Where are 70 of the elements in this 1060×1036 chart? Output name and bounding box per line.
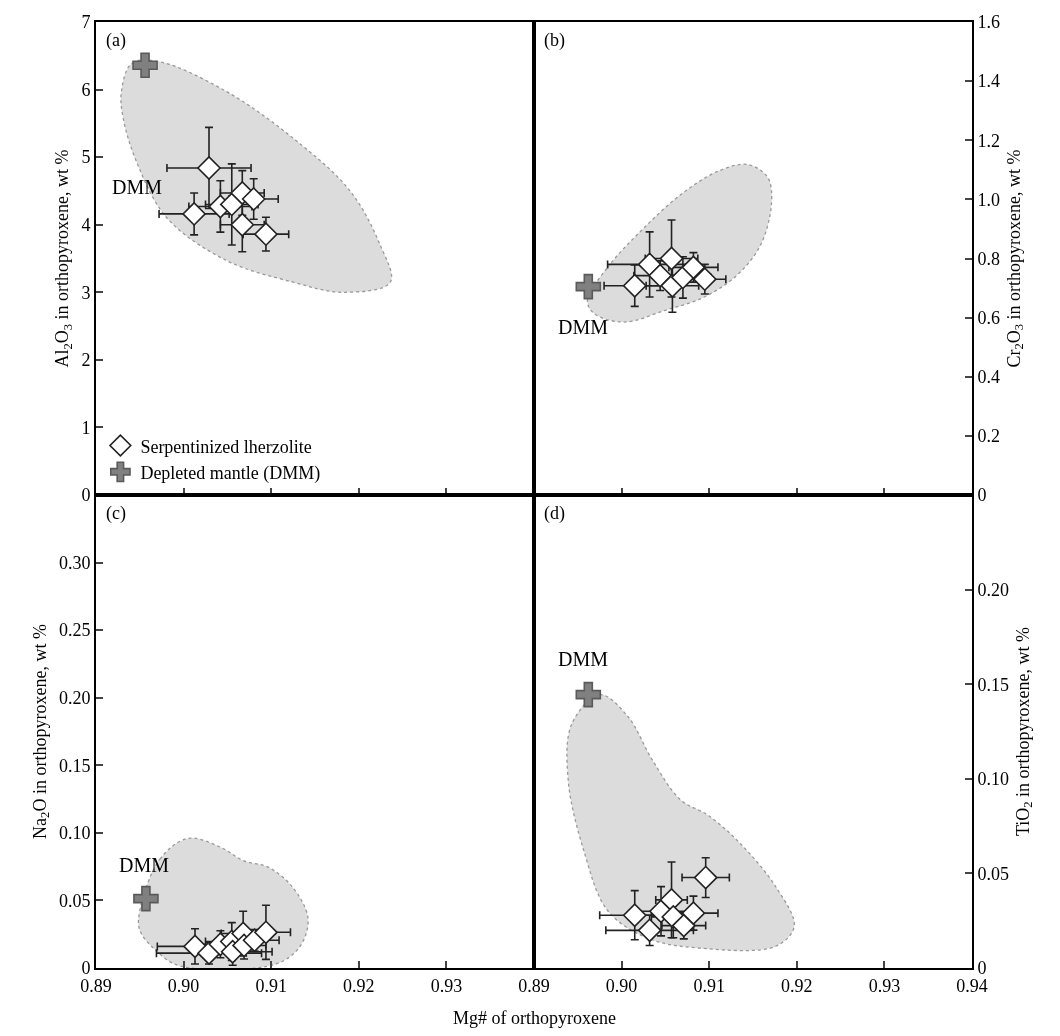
point [575, 273, 602, 300]
y-tick-label: 0.20 [58, 688, 91, 709]
annotation: (c) [106, 503, 126, 524]
point [622, 903, 647, 928]
y-tick-label: 7 [81, 12, 91, 33]
y-tick-label: 0.30 [58, 552, 91, 573]
annotation: (b) [544, 30, 565, 51]
y2-tick-label: 0.8 [977, 248, 1001, 269]
point [681, 255, 706, 280]
y-tick-label: 4 [81, 215, 91, 236]
y2-tick-label: 0.15 [977, 674, 1010, 695]
x-tick-label: 0.92 [781, 975, 813, 996]
point [659, 246, 684, 271]
y2-tick-label: 0.6 [977, 307, 1001, 328]
point [254, 920, 278, 945]
y2-tick-label: 0.4 [977, 367, 1001, 388]
y-tick-label: 0.05 [58, 890, 91, 911]
y2-tick-label: 0 [977, 485, 987, 506]
point [693, 865, 718, 890]
y2-tick-label: 1.6 [977, 12, 1001, 33]
point [197, 156, 221, 180]
point [575, 681, 602, 708]
y-tick-label: 5 [81, 147, 91, 168]
point [133, 885, 159, 912]
point [132, 52, 158, 79]
point [671, 913, 696, 938]
point [637, 918, 662, 943]
y-tick-label: 0 [81, 485, 91, 506]
x-axis-title: Mg# of orthopyroxene [453, 1008, 616, 1028]
x-tick-label: 0.93 [868, 975, 901, 996]
y-tick-label: 0.25 [58, 620, 91, 641]
y-tick-label: 1 [81, 417, 91, 438]
point [622, 273, 647, 298]
y2-tick-label: 0.2 [977, 426, 1001, 447]
annotation: DMM [119, 854, 170, 876]
x-tick-label: 0.91 [255, 975, 287, 996]
y2-tick-label: 0.20 [977, 579, 1010, 600]
y-tick-label: 0.15 [58, 755, 91, 776]
y-tick-label: 2 [81, 350, 91, 371]
x-tick-label: 0.90 [605, 975, 638, 996]
legend-label: Serpentinized lherzolite [140, 436, 312, 457]
point [692, 267, 717, 292]
point [659, 888, 684, 912]
y-tick-label: 3 [81, 282, 91, 303]
x-tick-label: 0.93 [430, 975, 463, 996]
annotation: (d) [544, 503, 565, 524]
point [182, 202, 206, 226]
x-tick-label: 0.89 [518, 975, 550, 996]
point [254, 222, 278, 247]
annotation: DMM [558, 316, 609, 338]
x-tick-label: 0.90 [167, 975, 200, 996]
y-tick-label: 6 [81, 79, 91, 100]
annotation: (a) [106, 30, 126, 51]
point [230, 212, 255, 237]
annotation: DMM [112, 176, 163, 198]
x-tick-label: 0.92 [343, 975, 375, 996]
x-tick-label: 0.91 [693, 975, 725, 996]
y2-tick-label: 0.05 [977, 863, 1010, 884]
point [241, 187, 266, 211]
y2-tick-label: 0.10 [977, 769, 1010, 790]
point [648, 263, 672, 288]
point [681, 901, 706, 925]
annotation: DMM [558, 648, 609, 670]
legend-label: Depleted mantle (DMM) [140, 462, 321, 484]
y-tick-label: 0.10 [58, 823, 91, 844]
y2-tick-label: 1.0 [977, 189, 1001, 210]
y2-tick-label: 1.2 [977, 130, 1001, 151]
point [219, 192, 244, 217]
point [637, 252, 662, 277]
y2-tick-label: 1.4 [977, 71, 1001, 92]
